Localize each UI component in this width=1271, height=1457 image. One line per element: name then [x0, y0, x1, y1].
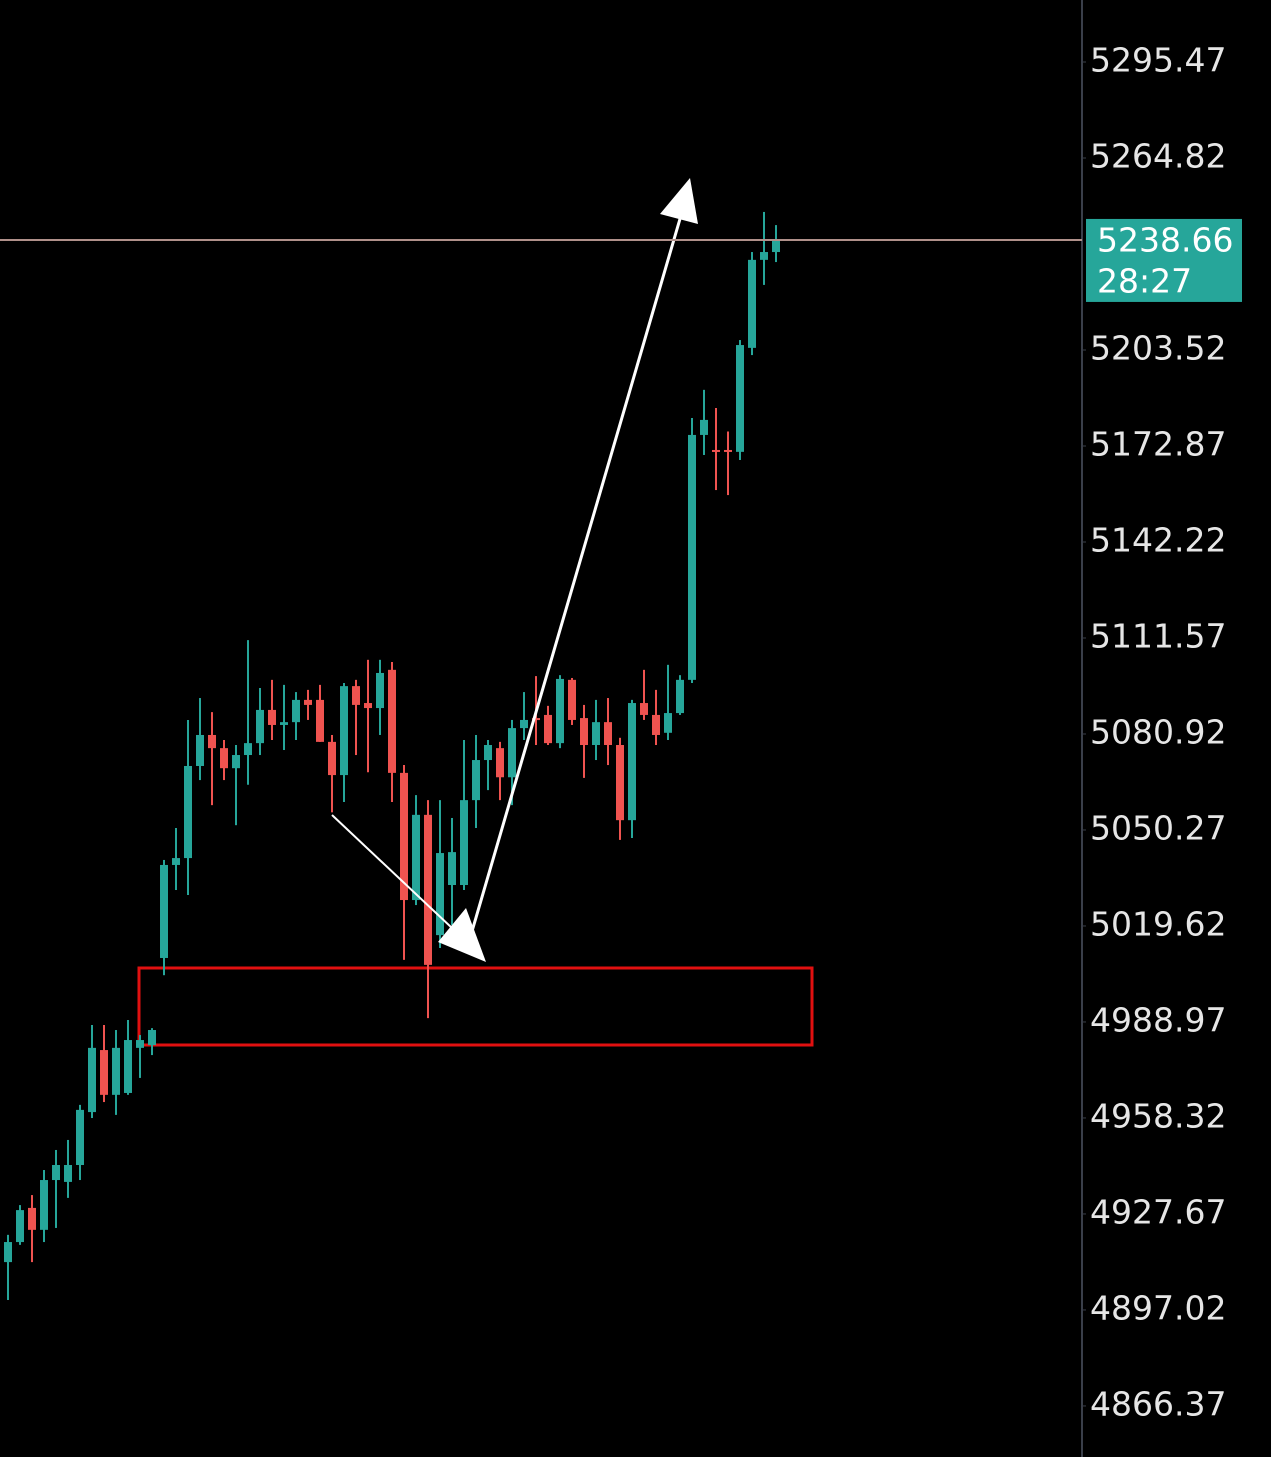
candle-body — [448, 852, 456, 886]
candle-body — [28, 1207, 36, 1230]
candle-body — [544, 714, 552, 744]
current-price-label: 5238.66 — [1097, 220, 1233, 259]
y-tick-label: 5050.27 — [1090, 808, 1226, 847]
y-tick-label: 5019.62 — [1090, 904, 1226, 943]
candle-body — [256, 709, 264, 744]
candle-body — [328, 741, 336, 776]
candle-body — [472, 760, 480, 801]
candle-body — [652, 714, 660, 735]
candle-body — [136, 1040, 144, 1048]
candle-body — [364, 703, 372, 709]
candle-body — [76, 1109, 84, 1166]
candle-body — [664, 713, 672, 733]
candle-body — [748, 259, 756, 348]
candle-body — [316, 699, 324, 742]
candle-body — [376, 672, 384, 709]
y-tick-label: 4988.97 — [1090, 1000, 1226, 1039]
candles — [4, 211, 780, 1300]
candle-body — [304, 699, 312, 705]
y-tick-label: 4958.32 — [1090, 1096, 1226, 1135]
candle-body — [640, 703, 648, 715]
candle-body — [148, 1030, 156, 1046]
candle-body — [64, 1165, 72, 1182]
candle-body — [532, 718, 540, 721]
candle-body — [568, 679, 576, 720]
candle-body — [124, 1040, 132, 1093]
y-tick-label: 5111.57 — [1090, 616, 1226, 655]
y-tick-label: 4897.02 — [1090, 1288, 1226, 1327]
candle-body — [628, 703, 636, 821]
candle-body — [112, 1047, 120, 1095]
candle-body — [208, 734, 216, 749]
candle-body — [292, 699, 300, 723]
candle-body — [592, 722, 600, 746]
candle-body — [160, 864, 168, 958]
candle-body — [724, 449, 732, 452]
candle-body — [52, 1165, 60, 1181]
y-tick-label: 5080.92 — [1090, 712, 1226, 751]
y-tick-label: 5203.52 — [1090, 328, 1226, 367]
candle-body — [40, 1180, 48, 1230]
candle-body — [172, 858, 180, 865]
candle-body — [412, 814, 420, 901]
candle-body — [4, 1242, 12, 1263]
y-tick-label: 4927.67 — [1090, 1192, 1226, 1231]
candle-body — [184, 765, 192, 859]
candle-body — [280, 722, 288, 725]
candle-body — [436, 853, 444, 936]
candle-body — [616, 745, 624, 821]
candle-body — [352, 686, 360, 705]
candle-body — [520, 719, 528, 729]
y-tick-label: 5142.22 — [1090, 520, 1226, 559]
candle-body — [424, 814, 432, 965]
candle-body — [772, 239, 780, 253]
price-label-box — [1086, 218, 1242, 302]
candle-body — [676, 679, 684, 714]
candle-body — [340, 686, 348, 776]
candle-body — [760, 252, 768, 260]
candle-body — [688, 434, 696, 680]
candle-body — [88, 1047, 96, 1113]
demand-zone — [137, 966, 814, 1047]
candle-body — [388, 669, 396, 773]
y-tick-label: 5264.82 — [1090, 137, 1226, 176]
arrow-head — [438, 908, 486, 962]
arrow-line — [331, 814, 453, 929]
candle-body — [712, 449, 720, 452]
y-tick-label: 4866.37 — [1090, 1384, 1226, 1423]
candle-body — [700, 419, 708, 435]
candle-body — [100, 1050, 108, 1095]
y-tick-label: 5172.87 — [1090, 424, 1226, 463]
candle-body — [508, 728, 516, 778]
candle-body — [268, 709, 276, 725]
candle-body — [16, 1210, 24, 1243]
candle-body — [400, 772, 408, 901]
candle-body — [580, 718, 588, 746]
candle-body — [220, 748, 228, 769]
arrow-head — [660, 178, 698, 224]
y-tick-label: 5295.47 — [1090, 41, 1226, 80]
candle-body — [604, 722, 612, 746]
candle-body — [460, 800, 468, 886]
arrows — [331, 178, 698, 962]
candle-body — [556, 678, 564, 744]
candle-body — [736, 345, 744, 452]
candle-body — [232, 755, 240, 769]
countdown-label: 28:27 — [1097, 261, 1192, 300]
candle-body — [496, 748, 504, 778]
candle-body — [484, 745, 492, 761]
candle-body — [244, 743, 252, 756]
candle-body — [196, 734, 204, 766]
price-axis: 5295.47 5264.82 5203.52 5172.87 5142.22 5111.… — [1082, 41, 1226, 1423]
arrow-line — [466, 211, 684, 946]
